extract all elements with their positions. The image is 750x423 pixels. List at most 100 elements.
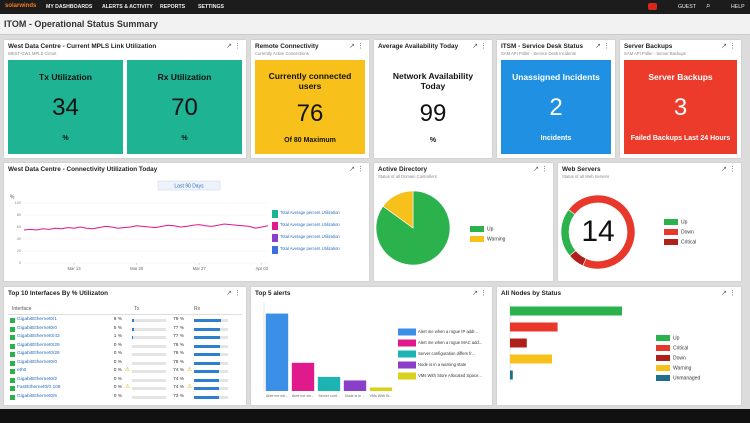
widget-subtitle: WEST-GW1 MPLS Circuit bbox=[8, 51, 57, 56]
kpi-value: 70 bbox=[171, 94, 198, 122]
interface-name: GigabitEthernet0/43 bbox=[17, 334, 60, 339]
interface-name: GigabitEthernet0/1 bbox=[17, 317, 58, 322]
menu-icon[interactable]: ⋮ bbox=[357, 43, 364, 50]
util-track bbox=[132, 361, 166, 365]
util-label: 74 % bbox=[173, 385, 184, 390]
menu-icon[interactable]: ⋮ bbox=[729, 43, 736, 50]
kpi-unit: % bbox=[62, 134, 69, 142]
expand-icon[interactable]: ↗ bbox=[721, 290, 727, 297]
util-bar bbox=[194, 319, 221, 322]
expand-icon[interactable]: ↗ bbox=[349, 166, 355, 173]
interface-name: GigabitEthernet0/29 bbox=[17, 342, 60, 348]
interface-icon bbox=[10, 369, 15, 374]
help-link[interactable]: HELP bbox=[731, 4, 745, 10]
expand-icon[interactable]: ↗ bbox=[226, 290, 232, 297]
interface-icon bbox=[10, 360, 15, 366]
widget-title: Server Backups bbox=[624, 43, 673, 50]
menu-icon[interactable]: ⋮ bbox=[729, 166, 736, 173]
menu-icon[interactable]: ⋮ bbox=[357, 166, 364, 173]
util-track bbox=[132, 353, 166, 356]
logo: solarwinds bbox=[5, 3, 37, 9]
column-header: Tx bbox=[134, 306, 140, 312]
expand-icon[interactable]: ↗ bbox=[349, 43, 355, 50]
widget-subtitle: SAM API Poller - Service Desk Incidents bbox=[501, 51, 576, 56]
expand-icon[interactable]: ↗ bbox=[472, 43, 478, 50]
util-track bbox=[132, 387, 166, 390]
menu-icon[interactable]: ⋮ bbox=[480, 43, 487, 50]
user-menu[interactable]: GUEST bbox=[678, 4, 696, 10]
util-label: 73 % bbox=[173, 393, 184, 399]
nav-item[interactable]: MY DASHBOARDS bbox=[46, 4, 93, 10]
widget: Average Availability Today ↗ ⋮ Network Avai… bbox=[374, 40, 492, 158]
util-label: 0 % bbox=[113, 385, 122, 390]
expand-icon[interactable]: ↗ bbox=[226, 43, 232, 50]
util-bar bbox=[194, 387, 220, 390]
bottom-strip bbox=[0, 409, 750, 423]
widget-title: Remote Connectivity bbox=[255, 43, 319, 50]
widget: Server Backups SAM API Poller - Server Ba… bbox=[620, 40, 741, 158]
widget: Web Servers Status of all Web Servers ↗ ⋮ bbox=[558, 163, 741, 281]
interface-name: GigabitEthernet0/0 bbox=[17, 359, 58, 365]
kpi-value: 76 bbox=[296, 99, 324, 127]
warning-icon: ⚠ bbox=[125, 367, 130, 373]
search-icon[interactable]: ⌕ bbox=[706, 1, 711, 10]
menu-icon[interactable]: ⋮ bbox=[234, 43, 241, 50]
interface-icon bbox=[10, 318, 15, 323]
menu-icon[interactable]: ⋮ bbox=[480, 290, 487, 297]
widget: Active Directory Status of all Domain Con… bbox=[374, 163, 553, 281]
column-header: Rx bbox=[194, 306, 201, 312]
widget: Remote Connectivity Currently Active Conn… bbox=[251, 40, 369, 158]
widget-subtitle: Status of all Web Servers bbox=[562, 174, 610, 179]
util-bar bbox=[132, 327, 134, 331]
nav-bar bbox=[0, 0, 750, 14]
kpi-tile: Unassigned Incidents 2 Incidents bbox=[501, 60, 611, 154]
kpi-label: Currently connected users bbox=[268, 70, 352, 91]
widget-title: West Data Centre - Connectivity Utilizat… bbox=[8, 166, 158, 173]
interface-name: eth0 bbox=[17, 368, 27, 373]
kpi-value: 3 bbox=[673, 94, 688, 122]
util-label: 76 % bbox=[173, 342, 184, 348]
util-bar bbox=[194, 370, 220, 373]
menu-icon[interactable]: ⋮ bbox=[234, 290, 241, 297]
menu-icon[interactable]: ⋮ bbox=[541, 166, 548, 173]
util-bar bbox=[194, 378, 220, 382]
util-label: 76 % bbox=[173, 351, 184, 356]
warning-icon: ⚠ bbox=[125, 384, 130, 390]
nav-item[interactable]: REPORTS bbox=[160, 4, 186, 10]
util-track bbox=[132, 344, 166, 348]
widget: ITSM - Service Desk Status SAM API Poller… bbox=[497, 40, 615, 158]
kpi-value: 34 bbox=[52, 94, 79, 122]
nav-item[interactable]: ALERTS & ACTIVITY bbox=[102, 4, 153, 10]
kpi-tile: Rx Utilization 70% bbox=[127, 60, 242, 154]
util-bar bbox=[194, 327, 221, 331]
notification-badge[interactable] bbox=[648, 3, 657, 10]
widget-title: Active Directory bbox=[378, 166, 428, 173]
widget-subtitle: Status of all Domain Controllers bbox=[378, 174, 437, 179]
kpi-tile: Currently connected users 76 Of 80 Maximum bbox=[255, 60, 365, 154]
util-label: 0 % bbox=[113, 359, 122, 365]
util-label: 5 % bbox=[113, 325, 122, 331]
expand-icon[interactable]: ↗ bbox=[721, 166, 727, 173]
expand-icon[interactable]: ↗ bbox=[472, 290, 478, 297]
widget-subtitle: SAM API Poller - Server Backups bbox=[624, 51, 686, 56]
widget: All Nodes by Status ↗ ⋮ bbox=[497, 287, 741, 405]
util-label: 6 % bbox=[113, 317, 122, 322]
util-track bbox=[132, 395, 166, 399]
interface-icon bbox=[10, 394, 15, 400]
header-rule bbox=[8, 314, 242, 315]
interface-icon bbox=[10, 377, 15, 383]
util-label: 76 % bbox=[173, 359, 184, 365]
interface-name: GigabitEthernet0/0 bbox=[17, 325, 58, 331]
menu-icon[interactable]: ⋮ bbox=[603, 43, 610, 50]
interface-name: GigabitEthernet0/26 bbox=[17, 351, 60, 356]
expand-icon[interactable]: ↗ bbox=[595, 43, 601, 50]
kpi-label: Network Availability Today bbox=[392, 70, 474, 91]
interface-icon bbox=[10, 386, 15, 391]
expand-icon[interactable]: ↗ bbox=[533, 166, 539, 173]
menu-icon[interactable]: ⋮ bbox=[729, 290, 736, 297]
nav-item[interactable]: SETTINGS bbox=[198, 4, 224, 10]
expand-icon[interactable]: ↗ bbox=[721, 43, 727, 50]
util-label: 0 % bbox=[113, 376, 122, 382]
warning-icon: ⚠ bbox=[187, 384, 192, 390]
